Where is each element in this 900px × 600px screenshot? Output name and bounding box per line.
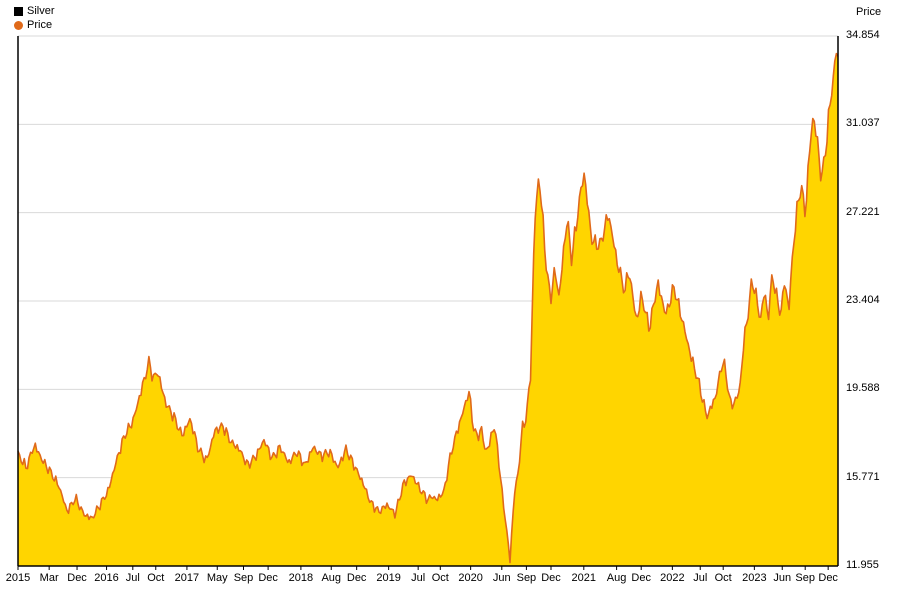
x-tick-label: Mar: [40, 572, 59, 584]
x-tick-label: Sep: [517, 572, 537, 584]
x-tick-label: 2019: [376, 572, 400, 584]
x-tick-label: May: [207, 572, 228, 584]
x-tick-label: 2018: [289, 572, 313, 584]
x-tick-label: Jun: [493, 572, 511, 584]
x-tick-label: Dec: [541, 572, 561, 584]
x-tick-label: Jul: [126, 572, 140, 584]
y-axis-title: Price: [856, 6, 881, 18]
x-tick-label: Oct: [432, 572, 449, 584]
y-tick-label: 11.955: [846, 559, 879, 571]
x-tick-label: Aug: [321, 572, 341, 584]
x-tick-label: 2022: [660, 572, 684, 584]
x-tick-label: Dec: [818, 572, 838, 584]
x-tick-label: Jun: [773, 572, 791, 584]
x-tick-label: Dec: [347, 572, 367, 584]
y-tick-label: 27.221: [846, 206, 880, 218]
x-tick-label: Jul: [693, 572, 707, 584]
x-tick-label: Dec: [67, 572, 87, 584]
y-tick-label: 34.854: [846, 29, 880, 41]
x-tick-label: 2015: [6, 572, 30, 584]
x-tick-label: Sep: [795, 572, 815, 584]
x-tick-label: Aug: [607, 572, 627, 584]
x-tick-label: 2016: [94, 572, 118, 584]
x-tick-label: Dec: [258, 572, 278, 584]
x-tick-label: 2020: [458, 572, 482, 584]
x-tick-label: Jul: [411, 572, 425, 584]
x-tick-label: Oct: [715, 572, 732, 584]
y-tick-label: 31.037: [846, 117, 880, 129]
chart-stage: Silver Price Price 11.95515.77119.58823.…: [0, 0, 900, 600]
y-tick-label: 15.771: [846, 471, 880, 483]
x-tick-label: 2017: [175, 572, 199, 584]
y-tick-label: 23.404: [846, 294, 880, 306]
x-tick-label: Oct: [147, 572, 164, 584]
x-tick-label: Dec: [631, 572, 651, 584]
y-tick-label: 19.588: [846, 382, 880, 394]
price-chart: [0, 0, 900, 600]
x-tick-label: Sep: [234, 572, 254, 584]
x-tick-label: 2021: [572, 572, 596, 584]
x-tick-label: 2023: [742, 572, 766, 584]
